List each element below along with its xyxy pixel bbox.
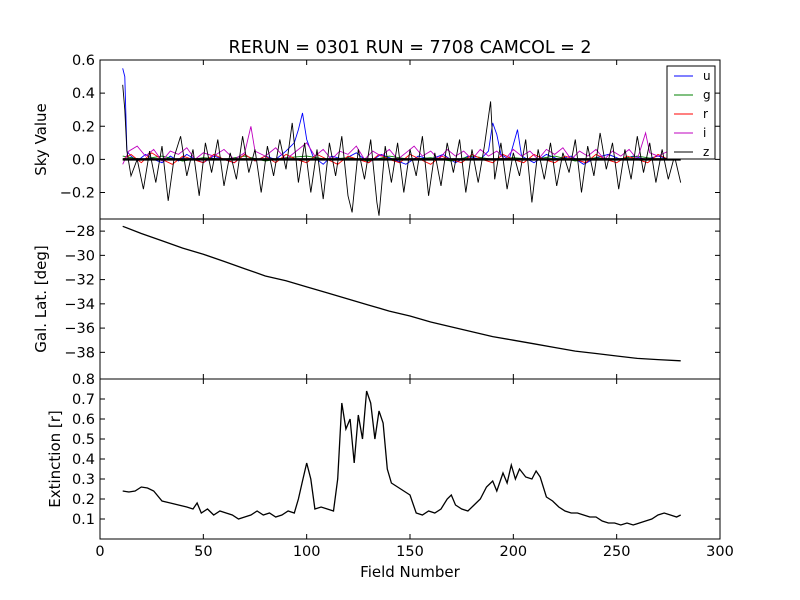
legend-label-r: r [703,107,708,121]
panel-plot-area [122,225,681,362]
y-tick-label: −30 [64,248,95,264]
series-line-i [122,126,669,165]
y-tick-label: 0.6 [72,53,95,69]
panel-frame [99,59,721,220]
legend-box [666,65,716,160]
y-tick-label: 0.5 [72,432,95,448]
panel-frame [99,218,721,380]
y-tick-label: −34 [64,297,95,313]
y-tick-label: 0.1 [72,512,95,528]
x-tick-label: 250 [603,544,631,560]
y-tick-label: 0.0 [72,152,95,168]
legend-label-i: i [703,126,706,140]
y-tick-label: 0.8 [72,372,95,388]
x-tick-label: 100 [293,544,321,560]
x-tick-label: 0 [95,544,104,560]
panel-frame [99,378,721,540]
series-line-panel2 [122,225,681,362]
x-tick-label: 50 [194,544,212,560]
panel-3: 0 50 100 150 200 250 300 0.8 0.7 0.6 0.5 0.4 0.3 0.2 0… [46,372,734,560]
legend-label-u: u [703,69,711,83]
panel-2: −28 −30 −32 −34 −36 −38 Gal. Lat. [deg] [32,218,721,380]
y-tick-label: 0.3 [72,472,95,488]
y-tick-label: 0.4 [72,452,95,468]
y-tick-label: 0.2 [72,492,95,508]
y-tick-label: −36 [64,321,95,337]
figure-title: RERUN = 0301 RUN = 7708 CAMCOL = 2 [228,38,591,58]
panel-plot-area [122,390,681,526]
y-tick-label: −38 [64,345,95,361]
x-tick-label: 300 [706,544,734,560]
series-line-z [122,84,682,216]
legend-label-z: z [703,145,709,159]
y-tick-label: 0.7 [72,392,95,408]
series-line-panel3 [122,390,681,526]
y-axis-label: Gal. Lat. [deg] [32,245,50,352]
x-tick-label: 150 [396,544,424,560]
x-axis-label: Field Number [360,563,460,581]
y-tick-label: 0.4 [72,86,95,102]
y-axis-label: Sky Value [32,103,50,176]
x-tick-label: 200 [499,544,527,560]
y-tick-label: 0.2 [72,119,95,135]
y-axis-label: Extinction [r] [46,410,64,508]
y-tick-label: −0.2 [60,186,95,202]
y-tick-label: 0.6 [72,412,95,428]
panel-plot-area [122,68,682,216]
y-tick-label: −28 [64,224,95,240]
y-tick-label: −32 [64,273,95,289]
legend-label-g: g [703,88,711,102]
